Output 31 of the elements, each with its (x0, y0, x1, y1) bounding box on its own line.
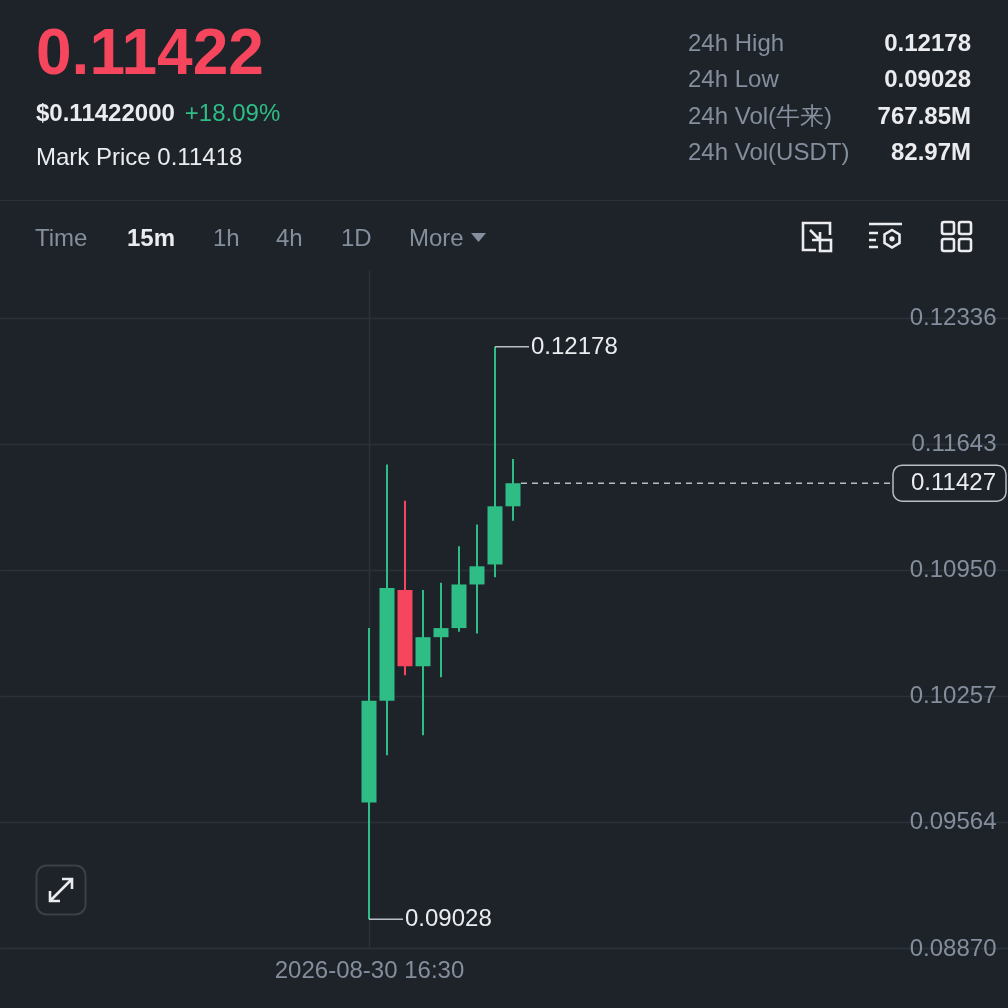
text: 24h Vol(USDT) (688, 138, 850, 165)
annotation: 0.12178 (531, 331, 618, 359)
y-tick-label: 0.09564 (909, 807, 997, 835)
text: 15m (127, 224, 176, 251)
text: 24h High (688, 29, 785, 56)
text: Time (35, 224, 88, 251)
candlestick (505, 458, 521, 522)
text: 82.97M (890, 138, 971, 165)
y-tick-label: 0.10950 (909, 555, 997, 583)
text: 1D (341, 224, 372, 251)
text: 0.12178 (884, 29, 971, 56)
ref-line-label: 0.11427 (911, 468, 996, 496)
text: $0.11422000 (36, 99, 175, 126)
x-tick-label: 2026-08-30 16:30 (274, 955, 465, 983)
y-tick-label: 0.12336 (909, 303, 997, 331)
text: 24h Low (688, 65, 779, 92)
y-tick-label: 0.11643 (911, 429, 997, 457)
text: 1h (213, 224, 240, 251)
text: 767.85M (877, 102, 971, 129)
y-tick-label: 0.10257 (909, 681, 997, 709)
candlestick (433, 581, 449, 679)
text: +18.09% (184, 99, 281, 126)
text: 0.11422 (36, 16, 264, 88)
text: 4h (276, 224, 303, 251)
text: 24h Vol(牛来) (688, 102, 833, 129)
text: Mark Price 0.11418 (36, 143, 243, 170)
annotation: 0.09028 (405, 904, 492, 932)
text: More (409, 224, 464, 251)
text: 0.09028 (884, 65, 971, 92)
y-tick-label: 0.08870 (909, 933, 997, 961)
candlestick (469, 523, 485, 635)
